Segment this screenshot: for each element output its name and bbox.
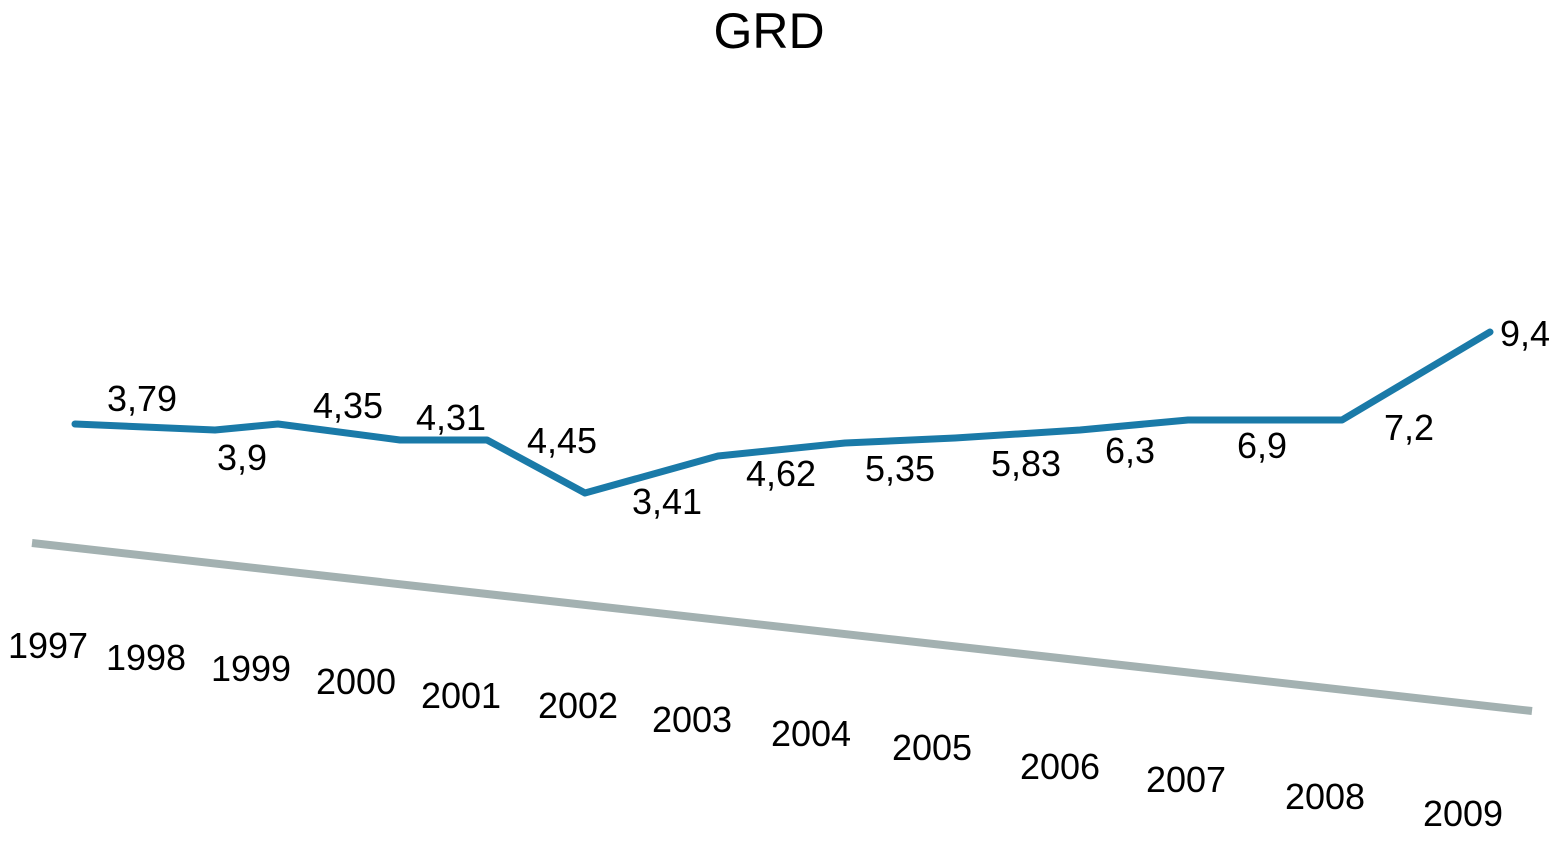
x-tick-labels: 1997 1998 1999 2000 2001 2002 2003 2004 2005 2006…: [8, 625, 1503, 834]
data-label-1998: 3,9: [217, 437, 267, 478]
x-tick-label-1997: 1997: [8, 625, 88, 666]
x-tick-label-2002: 2002: [538, 685, 618, 726]
data-point-2007: [1185, 417, 1191, 423]
x-tick-label-2008: 2008: [1285, 776, 1365, 817]
x-tick-label-1999: 1999: [211, 648, 291, 689]
data-point-2002: [582, 490, 588, 496]
data-label-2007: 6,9: [1237, 425, 1287, 466]
data-label-1997: 3,79: [107, 378, 177, 419]
data-label-2000: 4,31: [416, 397, 486, 438]
data-point-2000: [397, 437, 403, 443]
x-tick-label-2007: 2007: [1146, 759, 1226, 800]
data-labels: 3,79 3,9 4,35 4,31 4,45 3,41 4,62 5,35 5,83 6,3 6,…: [107, 313, 1550, 522]
x-tick-label-2000: 2000: [316, 661, 396, 702]
x-tick-label-1998: 1998: [106, 637, 186, 678]
data-point-2005: [952, 435, 958, 441]
x-tick-label-2009: 2009: [1423, 793, 1503, 834]
x-tick-label-2003: 2003: [652, 699, 732, 740]
x-axis-line: [31, 539, 1533, 715]
data-point-1998: [212, 427, 218, 433]
data-point-2006: [1077, 427, 1083, 433]
data-label-2006: 6,3: [1105, 430, 1155, 471]
x-tick-label-2005: 2005: [892, 727, 972, 768]
data-point-2008: [1339, 417, 1345, 423]
data-label-2004: 5,35: [865, 448, 935, 489]
x-tick-label-2004: 2004: [771, 713, 851, 754]
data-point-2003: [715, 453, 721, 459]
data-label-2009: 9,4: [1500, 313, 1550, 354]
data-point-1997: [72, 421, 78, 427]
data-label-2005: 5,83: [991, 443, 1061, 484]
data-point-2009: [1487, 329, 1493, 335]
data-points: [72, 329, 1493, 496]
chart-title: GRD: [713, 3, 824, 59]
data-label-2008: 7,2: [1384, 407, 1434, 448]
data-point-1999: [275, 421, 281, 427]
x-tick-label-2001: 2001: [421, 675, 501, 716]
data-label-2002: 3,41: [632, 481, 702, 522]
data-label-2003: 4,62: [746, 453, 816, 494]
data-label-2001: 4,45: [527, 420, 597, 461]
x-tick-label-2006: 2006: [1020, 746, 1100, 787]
data-point-2001: [484, 437, 490, 443]
data-point-2004: [842, 440, 848, 446]
data-label-1999: 4,35: [313, 385, 383, 426]
